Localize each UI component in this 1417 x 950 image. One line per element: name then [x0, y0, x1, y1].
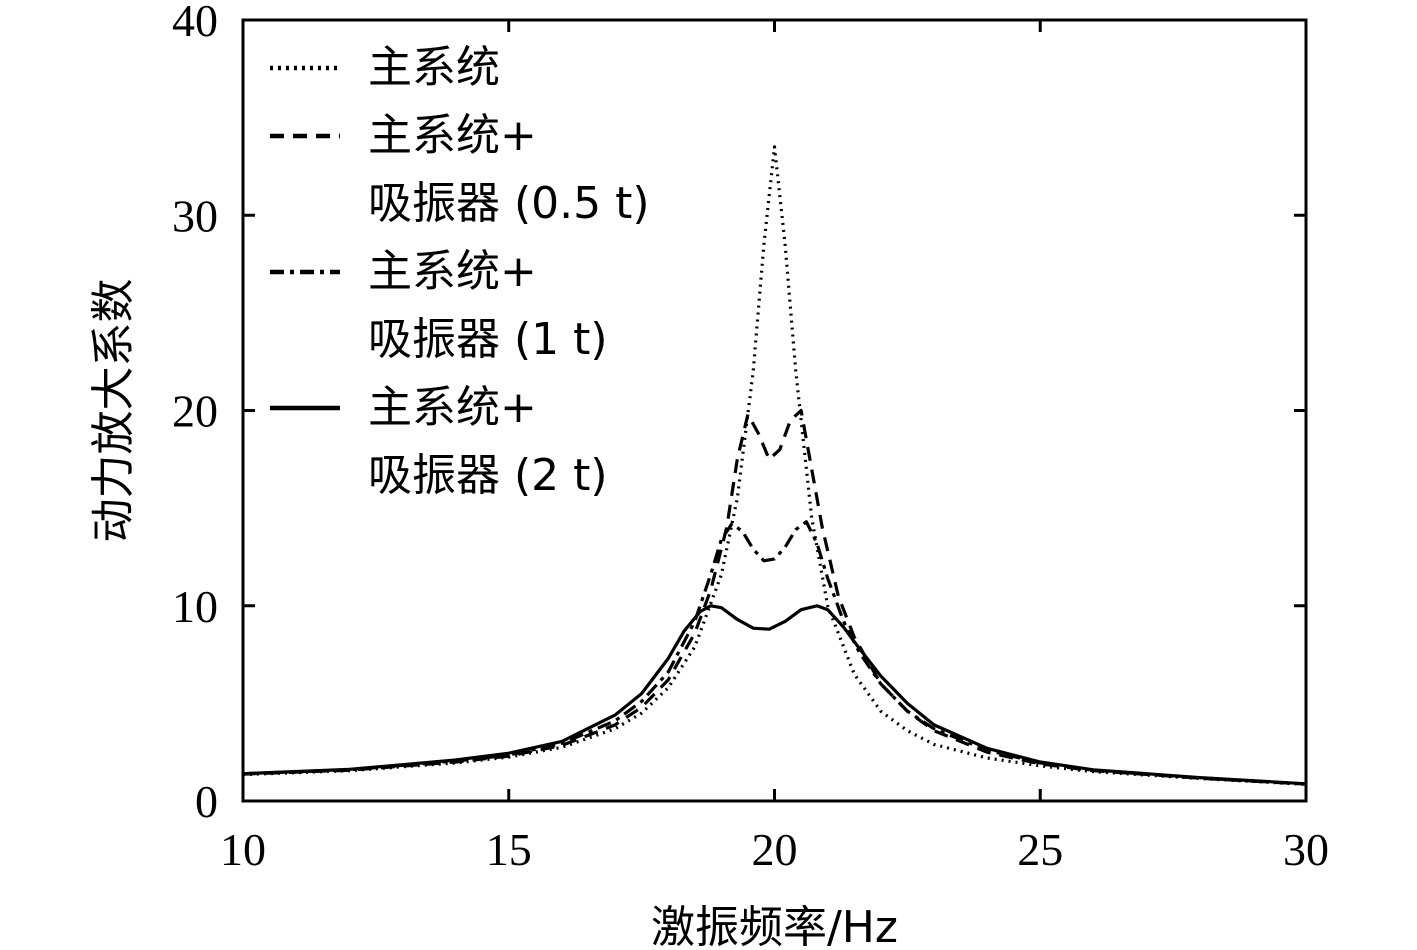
- y-tick-label: 30: [172, 190, 218, 241]
- series-line-3: [242, 520, 1307, 786]
- series-line-4: [242, 604, 1307, 786]
- x-tick-label: 20: [752, 824, 798, 875]
- y-axis-title: 动力放大系数: [88, 279, 139, 543]
- x-tick-label: 25: [1017, 824, 1063, 875]
- legend-label-2: 主系统+: [368, 110, 537, 161]
- x-tick-label: 15: [486, 824, 532, 875]
- y-tick-label: 20: [172, 386, 218, 437]
- x-tick-label: 10: [220, 824, 266, 875]
- legend-label-2: 吸振器 (0.5 t): [368, 178, 650, 229]
- legend-label-4: 吸振器 (2 t): [368, 450, 608, 501]
- x-tick-label: 30: [1283, 824, 1329, 875]
- series-line-1: [242, 145, 1307, 786]
- y-tick-label: 40: [172, 0, 218, 46]
- legend-label-3: 吸振器 (1 t): [368, 314, 608, 365]
- legend-label-4: 主系统+: [368, 382, 537, 433]
- legend-label-1: 主系统: [368, 42, 500, 93]
- y-tick-label: 10: [172, 581, 218, 632]
- x-axis-title: 激振频率/Hz: [651, 902, 898, 950]
- series-line-2: [242, 408, 1307, 786]
- y-tick-label: 0: [195, 776, 218, 827]
- legend-label-3: 主系统+: [368, 246, 537, 297]
